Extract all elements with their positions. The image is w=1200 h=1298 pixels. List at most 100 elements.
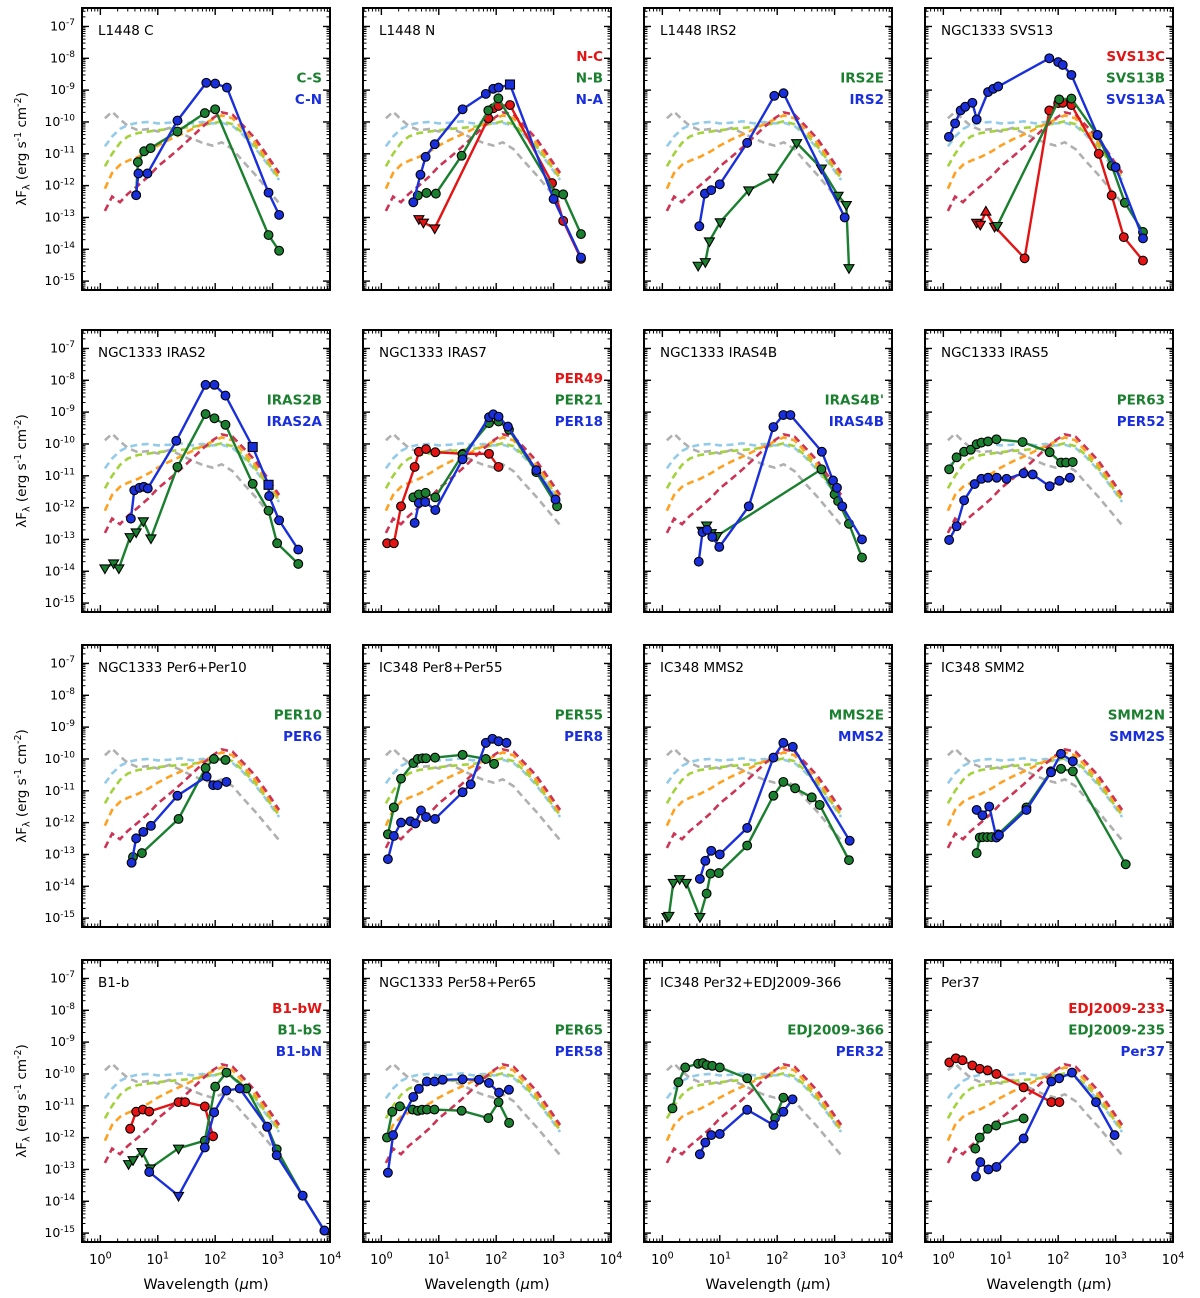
- panel-ngc1333-svs13: NGC1333 SVS13 SVS13C SVS13B SVS13A: [924, 7, 1174, 291]
- data-point-marker: [951, 452, 962, 463]
- panel-border: [924, 329, 1174, 613]
- data-point-marker: [705, 868, 716, 879]
- data-point-marker: [967, 97, 978, 108]
- data-point-marker: [714, 1129, 725, 1139]
- data-point-marker: [700, 1137, 711, 1148]
- upper-limit-marker: [840, 201, 853, 212]
- template-crimson: [946, 1063, 1124, 1164]
- tick-label: 10-7: [50, 340, 75, 355]
- panel-title: L1448 IRS2: [660, 23, 737, 39]
- tick-label: 10-7: [50, 655, 75, 670]
- panel-l1448-irs2: L1448 IRS2 IRS2E IRS2: [643, 7, 893, 291]
- panel-border: [643, 644, 893, 928]
- tick-label: 10-12: [44, 814, 75, 829]
- data-point-marker: [785, 410, 796, 420]
- upper-limit-marker: [667, 878, 680, 890]
- data-point-marker: [494, 1087, 504, 1098]
- data-point-marker: [171, 435, 182, 446]
- data-point-marker: [142, 168, 153, 179]
- x-axis-label: Wavelength (μm): [986, 1277, 1111, 1293]
- data-point-marker: [1054, 1073, 1065, 1084]
- data-point-marker: [844, 855, 854, 866]
- data-point-marker: [173, 814, 184, 824]
- panel-ic348-mms2: IC348 MMS2 MMS2E MMS2: [643, 644, 893, 928]
- data-point-marker: [814, 799, 825, 810]
- legend-per18: PER18: [555, 414, 603, 430]
- upper-limit-marker: [137, 517, 150, 528]
- panel-ic348-per8-per55: IC348 Per8+Per55 PER55 PER8: [362, 644, 612, 928]
- data-point-marker: [1054, 94, 1065, 105]
- panel-ngc1333-per58-per65: NGC1333 Per58+Per65 PER65 PER58 100 101 102 10…: [362, 959, 622, 1293]
- template-crimson: [103, 1063, 281, 1164]
- series-per8: [382, 733, 512, 865]
- panel-title: NGC1333 IRAS4B: [660, 345, 777, 361]
- template-crimson: [665, 748, 843, 849]
- plot-area: [82, 645, 330, 927]
- data-point-marker: [274, 515, 285, 526]
- legend-b1-bs: B1-bS: [277, 1023, 322, 1039]
- y-axis-label: λFλ (erg s-1 cm-2): [13, 1044, 33, 1158]
- template-ygreen: [665, 756, 843, 817]
- template-gray: [385, 431, 562, 527]
- panel-border: [362, 959, 612, 1243]
- series-iras2a: [125, 379, 304, 555]
- data-point-marker: [199, 1101, 210, 1112]
- panel-ngc1333-iras4b: NGC1333 IRAS4B IRAS4B' IRAS4B: [643, 329, 893, 613]
- data-point-marker: [951, 521, 962, 532]
- legend-edj2009-233: EDJ2009-233: [1068, 1001, 1165, 1017]
- data-point-marker: [388, 538, 399, 549]
- data-point-marker: [413, 1083, 424, 1094]
- tick-label: 10-8: [50, 1002, 75, 1017]
- data-point-marker: [993, 81, 1004, 92]
- data-point-marker: [200, 763, 211, 773]
- plot-area: [363, 8, 611, 290]
- tick-label: 104: [881, 1251, 904, 1268]
- data-point-marker: [457, 787, 468, 798]
- template-ygreen: [946, 756, 1124, 817]
- data-point-marker: [263, 505, 274, 516]
- data-point-marker: [991, 1068, 1002, 1079]
- data-point-marker: [971, 848, 982, 859]
- data-point-marker: [144, 1167, 155, 1177]
- template-orange: [665, 436, 843, 512]
- data-point-marker: [293, 544, 304, 555]
- series-line-per37: [974, 1071, 1116, 1177]
- upper-limit-marker: [843, 264, 855, 275]
- data-point-marker: [131, 833, 142, 844]
- data-point-marker: [1067, 1067, 1077, 1078]
- data-point-marker: [483, 1113, 494, 1124]
- panel-border: [81, 7, 331, 291]
- series-per37: [971, 1067, 1120, 1182]
- panel-ngc1333-iras7: NGC1333 IRAS7 PER49 PER21 PER18: [362, 329, 612, 613]
- data-point-marker: [768, 1119, 779, 1130]
- legend-iras2a: IRAS2A: [267, 414, 323, 430]
- lower-limit-marker: [979, 205, 992, 216]
- data-point-marker: [172, 126, 183, 137]
- data-point-marker: [199, 1142, 210, 1153]
- legend-per10: PER10: [274, 708, 322, 724]
- data-point-marker: [138, 826, 149, 837]
- tick-label: 101: [427, 1251, 450, 1268]
- data-point-marker: [172, 115, 183, 126]
- data-point-marker: [504, 1117, 515, 1128]
- panel-title: IC348 Per32+EDJ2009-366: [660, 975, 841, 991]
- data-point-marker: [220, 754, 231, 765]
- legend-n-b: N-B: [576, 71, 603, 87]
- data-point-marker: [742, 1073, 753, 1084]
- panel-title: L1448 C: [98, 23, 154, 39]
- data-point-marker: [429, 139, 440, 150]
- data-point-marker: [787, 1094, 798, 1105]
- template-gray: [104, 746, 281, 842]
- data-point-marker: [209, 1107, 220, 1118]
- data-point-marker: [125, 1123, 136, 1134]
- data-point-marker: [1138, 255, 1148, 266]
- data-point-marker: [680, 1062, 691, 1073]
- data-point-marker: [742, 1104, 753, 1115]
- upper-limit-marker: [172, 1144, 185, 1155]
- data-point-marker: [220, 419, 231, 430]
- data-point-marker: [991, 1120, 1002, 1131]
- data-point-marker: [707, 531, 718, 542]
- data-point-marker: [484, 448, 494, 459]
- data-point-marker: [200, 409, 211, 419]
- data-point-marker: [944, 464, 955, 475]
